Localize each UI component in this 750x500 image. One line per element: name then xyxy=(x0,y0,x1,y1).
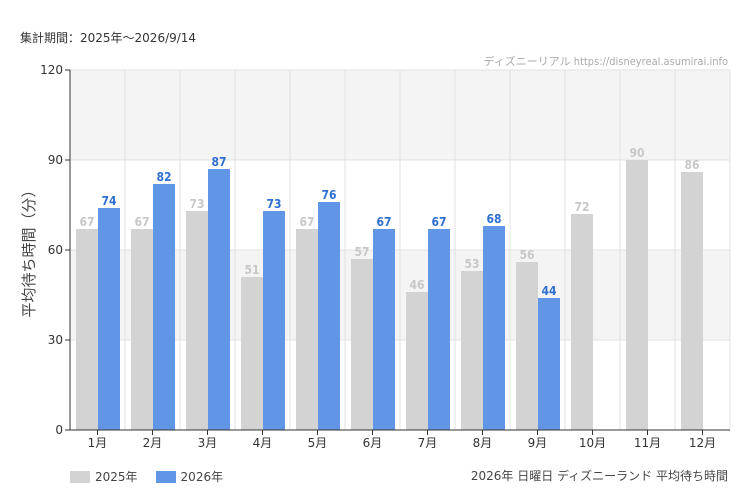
x-tick-label: 8月 xyxy=(473,436,493,450)
y-axis-label: 平均待ち時間（分） xyxy=(20,182,38,317)
legend-item-2025: 2025年 xyxy=(70,468,138,485)
data-label: 73 xyxy=(189,197,204,211)
legend-swatch-2026 xyxy=(155,470,176,483)
bar-2026年-4月 xyxy=(263,211,285,430)
bar-2026年-7月 xyxy=(428,229,450,430)
bar-2025年-9月 xyxy=(516,262,538,430)
bar-2025年-8月 xyxy=(461,271,483,430)
bar-2025年-6月 xyxy=(351,259,373,430)
bar-2026年-1月 xyxy=(98,208,120,430)
x-tick-label: 5月 xyxy=(308,436,328,450)
period-text: 集計期間：2025年～2026/9/14 xyxy=(20,31,197,45)
data-label: 46 xyxy=(409,278,424,292)
bar-2025年-7月 xyxy=(406,292,428,430)
data-label: 67 xyxy=(79,215,94,229)
bar-2025年-12月 xyxy=(681,172,703,430)
x-tick-label: 2月 xyxy=(143,436,163,450)
data-label: 87 xyxy=(211,155,226,169)
x-tick-label: 3月 xyxy=(198,436,218,450)
bar-2025年-11月 xyxy=(626,160,648,430)
data-label: 67 xyxy=(299,215,314,229)
legend-label-2026: 2026年 xyxy=(180,470,224,484)
data-label: 51 xyxy=(244,263,259,277)
data-label: 68 xyxy=(486,212,501,226)
bar-2025年-10月 xyxy=(571,214,593,430)
data-label: 44 xyxy=(541,284,557,298)
legend-swatch-2025 xyxy=(70,470,90,483)
bar-2026年-6月 xyxy=(373,229,395,430)
data-label: 73 xyxy=(266,197,281,211)
x-tick-label: 12月 xyxy=(689,436,716,450)
legend: 2025年 2026年 xyxy=(70,468,241,485)
credit-text: ディズニーリアル https://disneyreal.asumirai.inf… xyxy=(483,55,728,68)
bar-2026年-9月 xyxy=(538,298,560,430)
data-label: 76 xyxy=(321,188,336,202)
data-label: 86 xyxy=(684,158,699,172)
chart-data-labels: 67 67 73 51 67 57 46 53 56 72 90 86 74 82 87 73 76 67 67 68… xyxy=(79,146,699,298)
data-label: 74 xyxy=(101,194,117,208)
y-tick-label: 60 xyxy=(48,243,63,257)
bar-2025年-4月 xyxy=(241,277,263,430)
data-label: 67 xyxy=(376,215,391,229)
data-label: 90 xyxy=(629,146,644,160)
bar-2025年-5月 xyxy=(296,229,318,430)
y-tick-label: 0 xyxy=(55,423,63,437)
data-label: 53 xyxy=(464,257,479,271)
bar-2026年-8月 xyxy=(483,226,505,430)
x-tick-label: 6月 xyxy=(363,436,383,450)
x-tick-label: 4月 xyxy=(253,436,273,450)
bar-2026年-5月 xyxy=(318,202,340,430)
x-tick-label: 11月 xyxy=(634,436,661,450)
y-tick-label: 90 xyxy=(48,153,63,167)
data-label: 67 xyxy=(134,215,149,229)
y-tick-label: 30 xyxy=(48,333,63,347)
x-tick-label: 7月 xyxy=(418,436,438,450)
data-label: 67 xyxy=(431,215,446,229)
x-tick-label: 1月 xyxy=(88,436,108,450)
data-label: 72 xyxy=(574,200,589,214)
bar-2025年-3月 xyxy=(186,211,208,430)
bar-2025年-1月 xyxy=(76,229,98,430)
data-label: 82 xyxy=(156,170,171,184)
chart-axes: 0 30 60 90 120 1月 2月 3月 4月 5月 6月 7月 8月 9月 10月 11月 12月 xyxy=(40,63,730,450)
bar-2026年-3月 xyxy=(208,169,230,430)
y-tick-label: 120 xyxy=(40,63,63,77)
x-tick-label: 9月 xyxy=(528,436,548,450)
x-tick-label: 10月 xyxy=(579,436,606,450)
data-label: 56 xyxy=(519,248,534,262)
footer-caption: 2026年 日曜日 ディズニーランド 平均待ち時間 xyxy=(470,469,728,483)
chart-bars xyxy=(76,160,703,430)
bar-2025年-2月 xyxy=(131,229,153,430)
legend-label-2025: 2025年 xyxy=(95,470,138,484)
legend-item-2026: 2026年 xyxy=(155,468,224,485)
data-label: 57 xyxy=(354,245,369,259)
bar-2026年-2月 xyxy=(153,184,175,430)
